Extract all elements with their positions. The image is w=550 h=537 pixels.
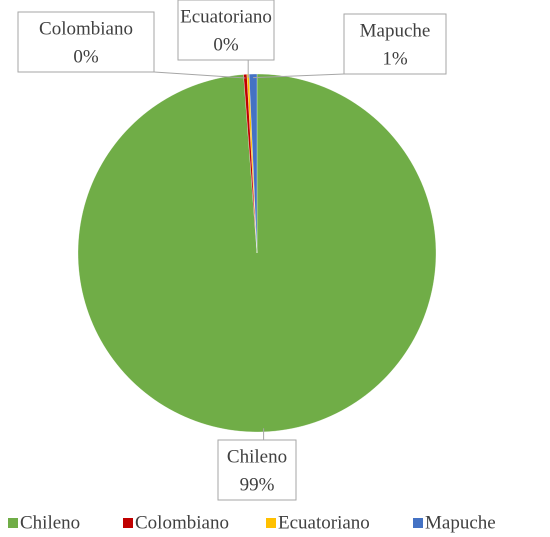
leader-line bbox=[153, 71, 246, 79]
legend-swatch bbox=[123, 518, 133, 528]
label-box bbox=[17, 11, 155, 73]
label-name: Ecuatoriano bbox=[180, 6, 272, 27]
label-value: 0% bbox=[213, 34, 239, 55]
label-value: 0% bbox=[73, 46, 99, 67]
label-box bbox=[217, 439, 297, 501]
pie-slice bbox=[248, 73, 258, 254]
legend-label: Mapuche bbox=[425, 512, 496, 533]
legend-label: Colombiano bbox=[135, 512, 229, 533]
legend-label: Ecuatoriano bbox=[278, 512, 370, 533]
legend-swatch bbox=[413, 518, 423, 528]
label-name: Mapuche bbox=[360, 20, 431, 41]
label-name: Colombiano bbox=[39, 18, 133, 39]
label-value: 1% bbox=[382, 48, 408, 69]
legend-label: Chileno bbox=[20, 512, 80, 533]
legend-swatch bbox=[266, 518, 276, 528]
leader-line bbox=[253, 73, 345, 79]
legend-swatch bbox=[8, 518, 18, 528]
label-name: Chileno bbox=[227, 446, 287, 467]
label-value: 99% bbox=[240, 474, 275, 495]
label-box bbox=[343, 13, 447, 75]
label-box bbox=[177, 0, 275, 61]
